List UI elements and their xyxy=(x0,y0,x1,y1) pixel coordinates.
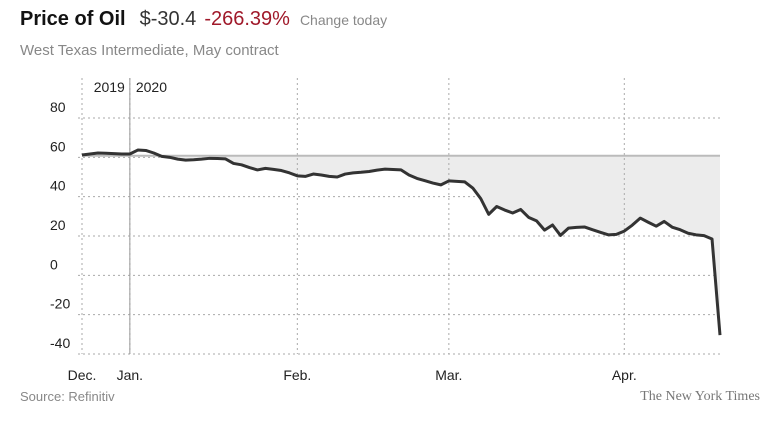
x-tick-label: Apr. xyxy=(612,367,637,383)
x-tick-label: Dec. xyxy=(68,367,97,383)
y-tick-label: 60 xyxy=(50,138,66,154)
x-tick-label: Feb. xyxy=(283,367,311,383)
y-tick-label: 40 xyxy=(50,178,66,194)
y-tick-label: 80 xyxy=(50,99,66,115)
year-label: 2019 xyxy=(94,79,125,95)
price-line xyxy=(81,148,722,336)
shade xyxy=(82,155,720,336)
year-label: 2020 xyxy=(136,79,167,95)
title: Price of Oil xyxy=(20,8,126,30)
y-tick-label: 0 xyxy=(50,256,58,272)
x-tick-label: Mar. xyxy=(435,367,462,383)
change-label: Change today xyxy=(299,12,388,28)
change: -266.39% xyxy=(204,8,290,30)
subtitle: West Texas Intermediate, May contract xyxy=(20,42,279,59)
y-tick-label: -20 xyxy=(50,296,70,312)
price: $-30.4 xyxy=(139,8,197,30)
header: Price of Oil $-30.4 -266.39% Change toda… xyxy=(20,8,387,31)
y-tick-label: 20 xyxy=(50,217,66,233)
source: Source: Refinitiv xyxy=(20,389,115,404)
credit: The New York Times xyxy=(640,389,760,404)
x-tick-label: Jan. xyxy=(117,367,143,383)
y-tick-label: -40 xyxy=(50,335,70,351)
